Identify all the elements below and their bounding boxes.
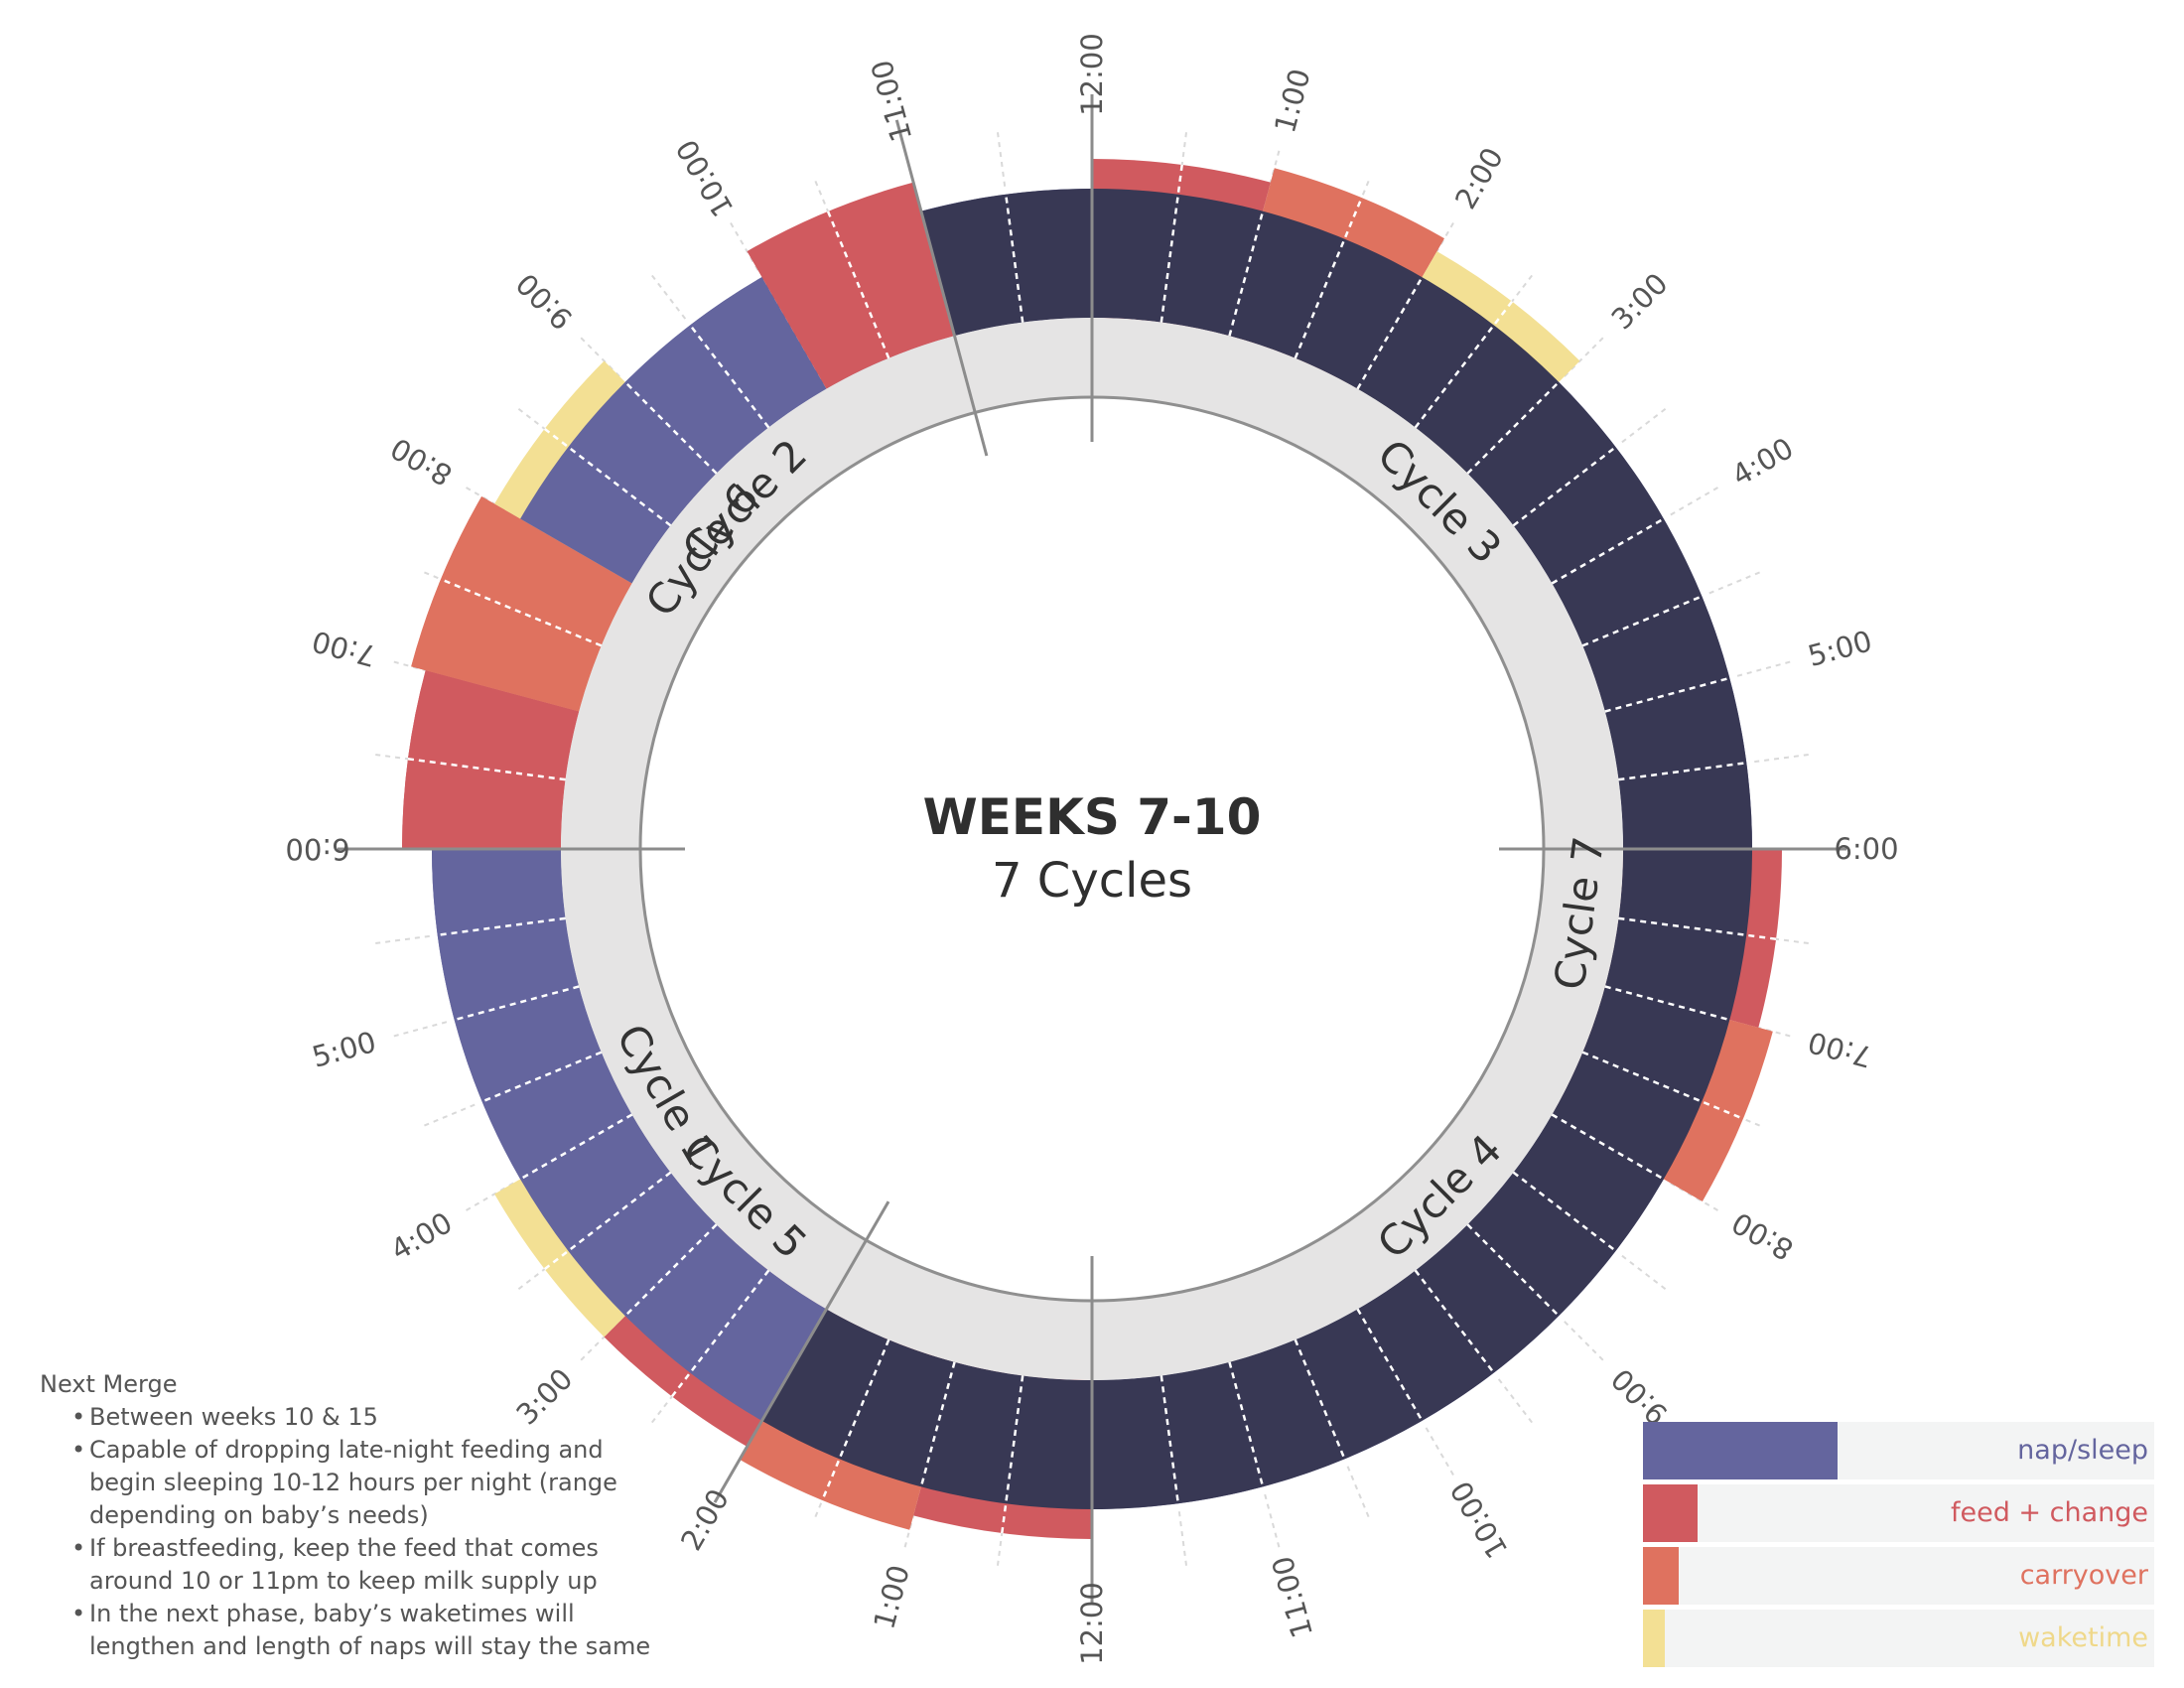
notes-item: If breastfeeding, keep the feed that com…: [71, 1532, 675, 1598]
legend-bar-waketime: [1643, 1610, 1666, 1667]
segment-divider: [407, 758, 566, 781]
legend-label-nap-sleep: nap/sleep: [2017, 1435, 2148, 1466]
hour-guide-line: [1425, 1427, 1457, 1480]
hour-guide-line: [996, 127, 1007, 187]
hour-guide-line: [727, 217, 759, 271]
hour-guide-line: [1670, 484, 1723, 516]
hour-label: 12:00: [1075, 1582, 1109, 1665]
notes-item: Capable of dropping late-night feeding a…: [71, 1434, 675, 1532]
legend-item-waketime: waketime: [1643, 1610, 2154, 1667]
cycle-boundary: [894, 119, 989, 457]
hour-guide-line: [1497, 1378, 1537, 1428]
hour-label: 4:00: [385, 1205, 458, 1267]
hour-guide-line: [1564, 1321, 1608, 1365]
hour-label: 2:00: [1448, 142, 1510, 214]
segment-carryover: [411, 496, 632, 712]
hour-label: 4:00: [1726, 431, 1799, 492]
segment-divider: [826, 211, 890, 359]
legend-label-feed-change: feed + change: [1950, 1497, 2148, 1528]
hour-label: 8:00: [385, 431, 458, 492]
hour-guide-line: [1708, 569, 1765, 595]
segment-feed-change: [747, 182, 955, 389]
hour-label: 5:00: [309, 1025, 380, 1074]
hour-label: 6:00: [285, 832, 349, 866]
hour-guide-line: [1621, 1254, 1671, 1294]
hour-label: 9:00: [509, 266, 579, 336]
notes-list: Between weeks 10 & 15 Capable of droppin…: [40, 1401, 675, 1663]
chart-title: WEEKS 7-10: [923, 788, 1262, 846]
hour-label: 1:00: [1268, 66, 1317, 137]
hour-guide-line: [1346, 1466, 1372, 1522]
cycle-boundary: [713, 1200, 890, 1503]
hour-guide-line: [419, 1103, 476, 1129]
segment-divider: [440, 578, 603, 647]
hour-label: 11:00: [1266, 1553, 1319, 1642]
hour-label: 5:00: [1805, 624, 1876, 673]
legend-bar-feed-change: [1643, 1484, 1698, 1542]
segment-divider: [1294, 197, 1363, 359]
legend: nap/sleep feed + change carryover waketi…: [1643, 1422, 2154, 1672]
hour-guide-line: [370, 934, 430, 945]
segment-feed-change: [402, 670, 580, 849]
notes-item: Between weeks 10 & 15: [71, 1401, 675, 1434]
hour-label: 10:00: [1443, 1476, 1514, 1564]
segment-night-sleep: [761, 189, 1752, 1509]
legend-item-nap-sleep: nap/sleep: [1643, 1422, 2154, 1479]
hour-guide-line: [1754, 753, 1814, 764]
legend-item-carryover: carryover: [1643, 1547, 2154, 1605]
notes-item: In the next phase, baby’s waketimes will…: [71, 1598, 675, 1663]
hour-label: 2:00: [674, 1483, 736, 1556]
legend-label-carryover: carryover: [2019, 1560, 2148, 1591]
hour-label: 11:00: [865, 57, 918, 146]
hour-label: 10:00: [669, 134, 740, 222]
segment-nap-sleep: [520, 277, 827, 584]
hour-label: 7:00: [1805, 1025, 1876, 1074]
hour-guide-line: [1736, 659, 1796, 677]
schedule-segments: [364, 121, 1820, 1577]
hour-label: 3:00: [1604, 266, 1674, 336]
legend-item-feed-change: feed + change: [1643, 1484, 2154, 1542]
legend-bar-nap-sleep: [1643, 1422, 1838, 1479]
hour-label: 6:00: [1834, 832, 1898, 866]
notes-heading: Next Merge: [40, 1370, 178, 1398]
chart-subtitle: 7 Cycles: [992, 853, 1192, 909]
center-disc: [638, 395, 1546, 1303]
hour-guide-line: [576, 333, 620, 377]
hour-guide-line: [1264, 1493, 1282, 1553]
legend-label-waketime: waketime: [2018, 1622, 2148, 1653]
hour-guide-line: [1177, 1511, 1188, 1571]
segment-divider: [1581, 1051, 1744, 1120]
hour-guide-line: [388, 1021, 448, 1039]
segment-nap-sleep: [432, 849, 827, 1421]
hour-label: 8:00: [1726, 1205, 1799, 1267]
next-merge-notes: Next Merge Between weeks 10 & 15 Capable…: [40, 1368, 675, 1663]
segment-divider: [821, 1338, 890, 1501]
hour-label: 12:00: [1075, 33, 1109, 116]
hour-label: 1:00: [867, 1562, 916, 1633]
legend-bar-carryover: [1643, 1547, 1680, 1605]
hour-guide-line: [647, 270, 687, 320]
hour-guide-line: [1621, 404, 1671, 444]
hour-label: 7:00: [309, 624, 380, 673]
